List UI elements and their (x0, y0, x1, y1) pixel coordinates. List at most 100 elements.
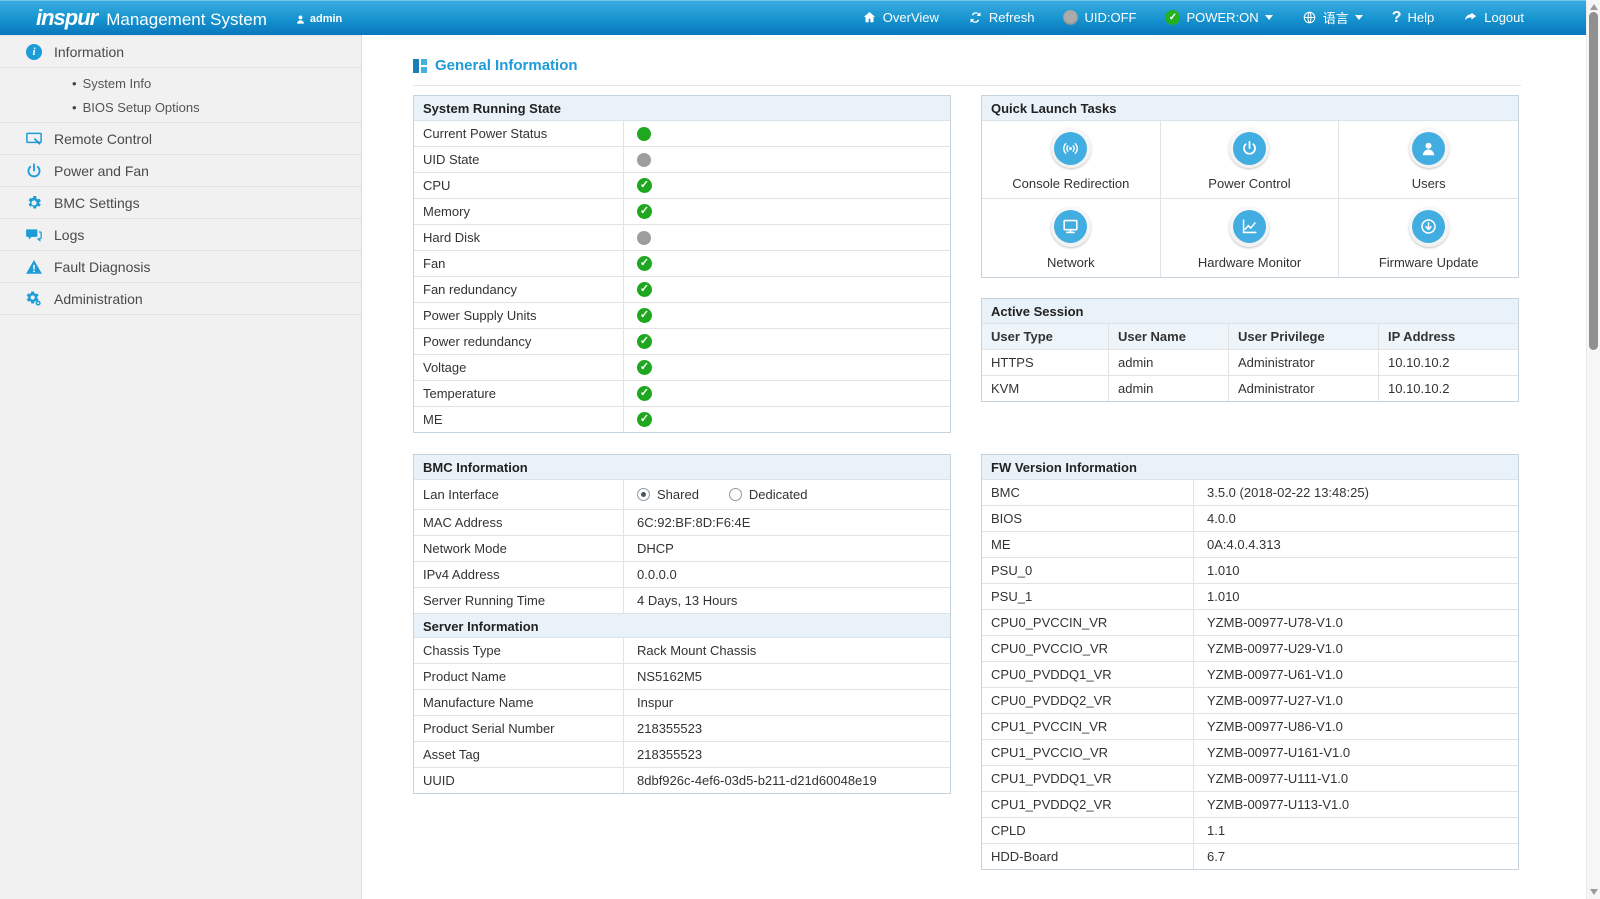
firmware-update-button[interactable]: Firmware Update (1339, 199, 1518, 277)
row-label: PSU_1 (982, 584, 1194, 609)
page-title: General Information (413, 57, 1586, 74)
overview-button[interactable]: OverView (862, 10, 939, 25)
scrollbar-down-arrow[interactable] (1590, 889, 1598, 895)
row-label: ME (414, 407, 624, 432)
info-icon (25, 43, 43, 61)
left-column: System Running State Current Power Statu… (413, 95, 951, 794)
table-row: BIOS 4.0.0 (982, 506, 1518, 532)
sidebar-item-administration[interactable]: Administration (0, 283, 361, 315)
row-label: Asset Tag (414, 742, 624, 767)
row-label: Manufacture Name (414, 690, 624, 715)
table-row: CPLD 1.1 (982, 818, 1518, 844)
row-label: ME (982, 532, 1194, 557)
fw-version-information-table: FW Version Information BMC 3.5.0 (2018-0… (981, 454, 1519, 870)
cell-user-privilege: Administrator (1229, 350, 1379, 375)
sidebar-item-system-info[interactable]: System Info (0, 71, 361, 95)
scrollbar-thumb[interactable] (1589, 12, 1598, 350)
status-icon (637, 204, 652, 219)
row-value (624, 355, 950, 380)
sidebar-item-label: Fault Diagnosis (54, 258, 151, 275)
refresh-icon (970, 12, 981, 23)
column-header: User Name (1109, 324, 1229, 349)
cell-user-name: admin (1109, 350, 1229, 375)
row-label: UUID (414, 768, 624, 793)
quick-launch-label: Console Redirection (1012, 176, 1130, 191)
refresh-label: Refresh (988, 10, 1035, 25)
row-value: 3.5.0 (2018-02-22 13:48:25) (1207, 485, 1369, 500)
sidebar-subitem-label: BIOS Setup Options (82, 99, 200, 115)
table-row: PSU_0 1.010 (982, 558, 1518, 584)
row-value: YZMB-00977-U61-V1.0 (1207, 667, 1343, 682)
hardware-monitor-button[interactable]: Hardware Monitor (1161, 199, 1340, 277)
refresh-button[interactable]: Refresh (968, 10, 1035, 25)
power-on-check-icon (1165, 10, 1181, 25)
cell-user-name: admin (1109, 376, 1229, 401)
quick-launch-label: Network (1046, 254, 1095, 270)
row-label: CPU1_PVDDQ2_VR (982, 792, 1194, 817)
sidebar: Information System Info BIOS Setup Optio… (0, 35, 362, 899)
column-header: User Type (982, 324, 1109, 349)
scrollbar-up-arrow[interactable] (1590, 4, 1598, 10)
current-user: admin (295, 13, 342, 25)
sidebar-item-bios-setup-options[interactable]: BIOS Setup Options (0, 95, 361, 119)
users-icon (1408, 128, 1449, 168)
sidebar-item-fault-diagnosis[interactable]: Fault Diagnosis (0, 251, 361, 283)
table-row: ME (414, 407, 950, 432)
uid-label: UID:OFF (1084, 10, 1137, 25)
language-dropdown[interactable]: 语言 (1302, 8, 1363, 27)
sidebar-item-power-and-fan[interactable]: Power and Fan (0, 155, 361, 187)
sidebar-item-label: Information (54, 43, 125, 60)
table-row: Power Supply Units (414, 303, 950, 329)
chevron-down-icon (1354, 15, 1363, 20)
logout-button[interactable]: Logout (1463, 10, 1524, 25)
sidebar-item-information[interactable]: Information (0, 36, 361, 68)
row-label: Temperature (414, 381, 624, 406)
row-value: YZMB-00977-U27-V1.0 (1207, 693, 1343, 708)
row-value (624, 303, 950, 328)
cell-ip-address: 10.10.10.2 (1388, 355, 1450, 370)
bmc-server-information-table: BMC Information Lan Interface Shared Ded… (413, 454, 951, 794)
row-value (624, 147, 950, 172)
row-label: PSU_0 (982, 558, 1194, 583)
table-row: UID State (414, 147, 950, 173)
table-row: Chassis Type Rack Mount Chassis (414, 638, 950, 664)
row-label: Hard Disk (414, 225, 624, 250)
sidebar-item-bmc-settings[interactable]: BMC Settings (0, 187, 361, 219)
console-redirection-button[interactable]: Console Redirection (982, 121, 1161, 199)
radio-circle-icon (637, 488, 650, 501)
sidebar-item-label: BMC Settings (54, 194, 140, 211)
uid-off-indicator-icon (1063, 10, 1079, 25)
power-status-dropdown[interactable]: POWER:ON (1165, 10, 1273, 25)
sidebar-item-logs[interactable]: Logs (0, 219, 361, 251)
status-icon (637, 386, 652, 401)
users-button[interactable]: Users (1339, 121, 1518, 199)
dedicated-radio[interactable]: Dedicated (728, 487, 807, 502)
globe-icon (1303, 11, 1315, 24)
row-label: Memory (414, 199, 624, 224)
uid-status-button[interactable]: UID:OFF (1063, 10, 1136, 25)
sidebar-item-label: Administration (54, 290, 143, 307)
warning-icon (25, 258, 43, 276)
network-button[interactable]: Network (982, 199, 1161, 277)
row-value: 6C:92:BF:8D:F6:4E (637, 515, 751, 530)
table-row: BMC 3.5.0 (2018-02-22 13:48:25) (982, 480, 1518, 506)
table-row: Voltage (414, 355, 950, 381)
radio-label: Shared (657, 487, 699, 502)
sidebar-item-remote-control[interactable]: Remote Control (0, 123, 361, 155)
table-title: System Running State (414, 96, 950, 121)
row-label: IPv4 Address (414, 562, 624, 587)
row-label: CPU1_PVCCIO_VR (982, 740, 1194, 765)
shared-radio[interactable]: Shared (637, 487, 699, 502)
title-divider (413, 85, 1521, 86)
table-row: Asset Tag 218355523 (414, 742, 950, 768)
row-label: CPU0_PVCCIO_VR (982, 636, 1194, 661)
table-title: FW Version Information (982, 455, 1518, 480)
power-control-button[interactable]: Power Control (1160, 121, 1340, 199)
row-label: Product Serial Number (414, 716, 624, 741)
row-label: Fan (414, 251, 624, 276)
row-value: YZMB-00977-U111-V1.0 (1207, 771, 1349, 786)
table-row: Server Running Time 4 Days, 13 Hours (414, 588, 950, 613)
help-button[interactable]: ? Help (1392, 10, 1435, 26)
table-row: Fan (414, 251, 950, 277)
row-value: Inspur (637, 695, 674, 710)
